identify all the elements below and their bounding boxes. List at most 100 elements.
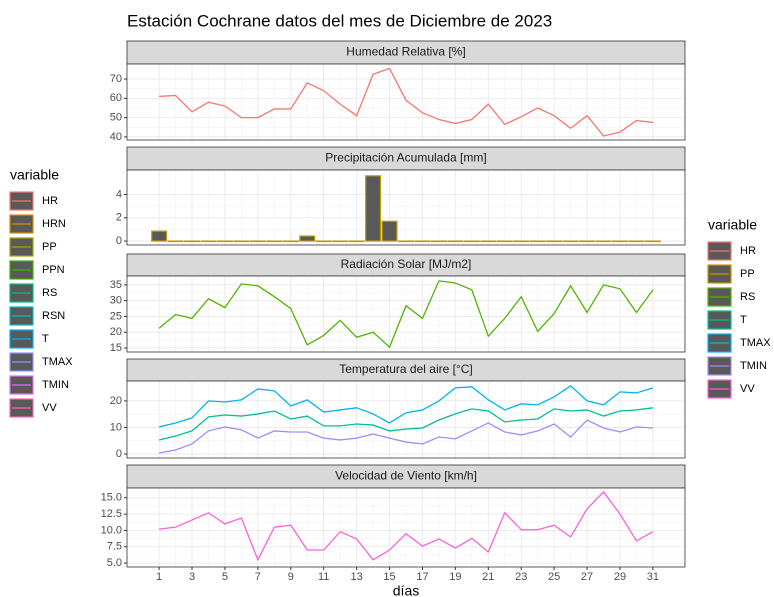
y-tick-label: 0 [116, 448, 122, 460]
y-tick-label: 2 [116, 212, 122, 224]
bar [579, 240, 596, 243]
bar [282, 240, 299, 243]
y-tick-label: 12.5 [101, 508, 122, 520]
y-tick-label: 25 [110, 310, 122, 322]
x-tick-label: 7 [255, 571, 261, 583]
x-tick-label: 27 [581, 571, 593, 583]
bar [546, 240, 563, 243]
y-tick-label: 7.5 [107, 541, 122, 553]
bar [299, 235, 316, 242]
bar [167, 240, 184, 243]
y-tick-label: 5.0 [107, 557, 122, 569]
x-tick-label: 19 [449, 571, 461, 583]
bar [611, 240, 628, 243]
strip-title: Radiación Solar [MJ/m2] [341, 257, 472, 271]
x-tick-label: 15 [383, 571, 395, 583]
panel-border [126, 169, 686, 246]
y-tick-label: 4 [116, 188, 122, 200]
x-tick-label: 31 [647, 571, 659, 583]
legend-label: HR [42, 195, 58, 207]
bar [644, 240, 661, 243]
data-line [158, 384, 654, 428]
x-tick-label: 13 [350, 571, 362, 583]
x-tick-label: 17 [416, 571, 428, 583]
bar [151, 230, 168, 242]
legend-label: T [740, 314, 747, 326]
bar [463, 240, 480, 243]
legend-label: T [42, 333, 49, 345]
legend-title: variable [10, 167, 59, 183]
y-tick-label: 15 [110, 342, 122, 354]
legend-label: HRN [42, 218, 66, 230]
legend-label: TMIN [42, 379, 69, 391]
legend-label: PP [740, 268, 755, 280]
y-tick-label: 70 [110, 73, 122, 85]
bar [496, 240, 513, 243]
y-tick-label: 40 [110, 131, 122, 143]
strip-title: Precipitación Acumulada [mm] [325, 151, 486, 165]
bar [513, 240, 530, 243]
y-tick-label: 20 [110, 326, 122, 338]
panel-border [126, 275, 686, 353]
x-axis-label: días [393, 583, 419, 597]
y-tick-label: 15.0 [101, 492, 122, 504]
bar [249, 240, 266, 243]
x-tick-label: 21 [482, 571, 494, 583]
bar [381, 220, 398, 242]
y-tick-label: 30 [110, 295, 122, 307]
y-tick-label: 60 [110, 92, 122, 104]
x-tick-label: 29 [614, 571, 626, 583]
legend-label: RS [740, 291, 755, 303]
x-tick-label: 23 [515, 571, 527, 583]
bar [332, 240, 349, 243]
x-tick-label: 1 [156, 571, 162, 583]
bar [315, 240, 332, 243]
x-tick-label: 25 [548, 571, 560, 583]
bar [529, 240, 546, 243]
x-tick-label: 9 [288, 571, 294, 583]
legend-label: RSN [42, 310, 65, 322]
bar [430, 240, 447, 243]
data-line [158, 419, 653, 454]
panel-border [126, 380, 686, 459]
x-tick-label: 11 [318, 571, 329, 583]
legend-label: TMIN [740, 360, 767, 372]
bar [397, 240, 415, 243]
bar [348, 240, 365, 243]
data-line [158, 407, 653, 441]
y-tick-label: 10 [110, 421, 122, 433]
y-tick-label: 35 [110, 279, 122, 291]
figure-title: Estación Cochrane datos del mes de Dicie… [127, 11, 552, 30]
strip-title: Temperatura del aire [°C] [339, 362, 473, 376]
bar [414, 240, 431, 243]
panel-border [126, 487, 686, 568]
x-tick-label: 5 [222, 571, 228, 583]
legend-label: RS [42, 287, 57, 299]
y-tick-label: 20 [110, 395, 122, 407]
bar [266, 240, 283, 243]
legend-label: HR [740, 245, 756, 257]
legend-label: TMAX [42, 356, 73, 368]
legend-label: VV [42, 402, 57, 414]
legend-title: variable [708, 217, 757, 233]
legend-label: PPN [42, 264, 65, 276]
bar [595, 240, 612, 243]
legend-label: VV [740, 383, 755, 395]
strip-title: Humedad Relativa [%] [346, 45, 465, 59]
y-tick-label: 50 [110, 112, 122, 124]
strip-title: Velocidad de Viento [km/h] [335, 469, 477, 483]
bar [480, 240, 497, 243]
bar [365, 175, 382, 242]
bar [628, 240, 645, 243]
legend-label: TMAX [740, 337, 771, 349]
bar [184, 240, 201, 243]
y-tick-label: 0 [116, 235, 122, 247]
bar [200, 240, 217, 243]
data-line [159, 67, 653, 137]
x-tick-label: 3 [189, 571, 195, 583]
panel-border [126, 63, 686, 141]
bar [216, 240, 233, 243]
bar [447, 240, 464, 243]
data-line [158, 280, 654, 349]
